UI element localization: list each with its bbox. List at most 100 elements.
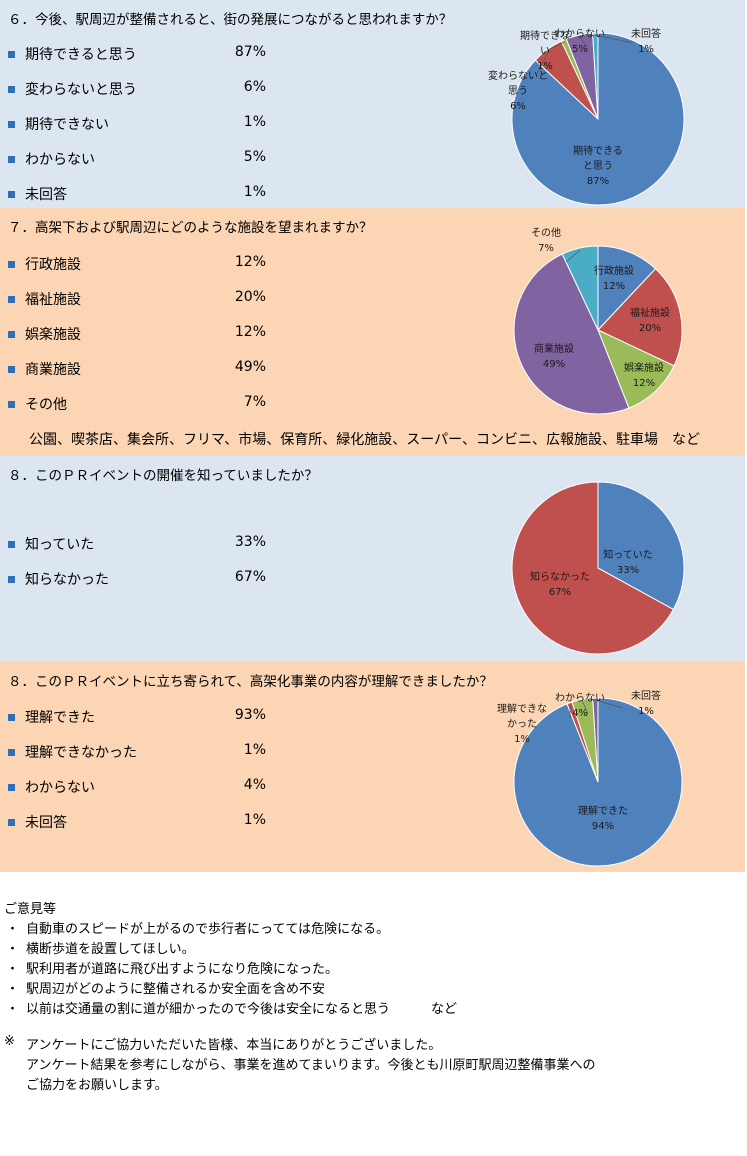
comments-heading: ご意見等 xyxy=(4,902,57,917)
answer-percent: 7% xyxy=(243,394,266,410)
slice-label: 未回答 1% xyxy=(631,27,661,55)
comments-suffix: など xyxy=(431,1002,458,1017)
comment-item: 駅周辺がどのように整備されるか安全面を含め不安 xyxy=(26,982,326,997)
pie-slice xyxy=(513,253,630,415)
answer-percent: 1% xyxy=(243,114,266,130)
question-title: ７．高架下および駅周辺にどのような施設を望まれますか？ xyxy=(8,220,373,236)
answer-label: 福祉施設 xyxy=(25,292,81,308)
answer-label: わからない xyxy=(25,152,95,168)
question-title: ６．今後、駅周辺が整備されると、街の発展につながると思われますか？ xyxy=(8,12,453,28)
slice-label: わからない 4% xyxy=(555,692,605,719)
answer-percent: 5% xyxy=(243,149,266,165)
slice-label: 商業施設 49% xyxy=(534,342,574,370)
comment-bullet: ・ xyxy=(6,1002,20,1017)
answer-label: 理解できた xyxy=(25,710,95,726)
answer-item: 期待できると思う 87% xyxy=(8,44,266,64)
answer-label: その他 xyxy=(25,397,67,413)
bullet-icon xyxy=(8,575,15,583)
slice-label: 知らなかった 67% xyxy=(530,570,590,598)
question-6-section: ６．今後、駅周辺が整備されると、街の発展につながると思われますか？ 期待できると… xyxy=(0,0,745,208)
slice-label: 知っていた 33% xyxy=(603,548,653,576)
comment-item: 以前は交通量の割に道が細かったので今後は安全になると思う xyxy=(26,1002,391,1017)
answer-label: 変わらないと思う xyxy=(25,82,137,98)
answer-item: 変わらないと思う 6% xyxy=(8,79,266,99)
answer-label: 未回答 xyxy=(25,815,67,831)
leader-line xyxy=(595,34,634,44)
answer-label: わからない xyxy=(25,780,95,796)
leader-line xyxy=(549,41,565,50)
answer-label: 娯楽施設 xyxy=(25,327,81,343)
answer-label: 未回答 xyxy=(25,187,67,203)
bullet-icon xyxy=(8,260,15,268)
question-8-awareness-section: ８．このＰＲイベントの開催を知っていましたか？ 知っていた 33% 知らなかった 6… xyxy=(0,456,745,662)
pie-slice xyxy=(597,329,675,409)
comment-bullet: ・ xyxy=(6,982,20,997)
answer-label: 期待できない xyxy=(25,117,109,133)
other-facilities-note: 公園、喫茶店、集会所、フリマ、市場、保育所、緑化施設、スーパー、コンビニ、広報施… xyxy=(29,432,701,448)
pie-chart-future-development: 期待できると思う 87% 変わらないと思う 6%期待できない 1%わからない 5% 未回答 1… xyxy=(488,27,685,206)
answer-label: 理解できなかった xyxy=(25,745,137,761)
slice-label: わからない 5% xyxy=(555,28,605,55)
question-7-section: ７．高架下および駅周辺にどのような施設を望まれますか？ 行政施設 12% 福祉施設… xyxy=(0,208,745,456)
question-title: ８．このＰＲイベントの開催を知っていましたか？ xyxy=(8,468,318,484)
answer-item: 福祉施設 20% xyxy=(8,289,266,309)
answer-percent: 1% xyxy=(243,184,266,200)
pie-slice xyxy=(592,697,599,783)
bullet-icon xyxy=(8,783,15,791)
answer-item: 未回答 1% xyxy=(8,812,266,832)
pie-chart-event-awareness: 知っていた 33% 知らなかった 67% xyxy=(511,481,685,655)
answer-label: 知らなかった xyxy=(25,572,109,588)
answer-label: 商業施設 xyxy=(25,362,81,378)
bullet-icon xyxy=(8,540,15,548)
answer-label: 行政施設 xyxy=(25,257,81,273)
bullet-icon xyxy=(8,400,15,408)
answer-item: 知っていた 33% xyxy=(8,534,266,554)
bullet-icon xyxy=(8,818,15,826)
answer-percent: 12% xyxy=(234,324,266,340)
answer-item: 知らなかった 67% xyxy=(8,569,266,589)
comment-bullet: ・ xyxy=(6,922,20,937)
answer-item: 理解できた 93% xyxy=(8,707,266,727)
answer-item: 行政施設 12% xyxy=(8,254,266,274)
answer-percent: 33% xyxy=(234,534,266,550)
comment-item: 駅利用者が道路に飛び出すようになり危険になった。 xyxy=(26,962,339,977)
bullet-icon xyxy=(8,713,15,721)
bullet-icon xyxy=(8,748,15,756)
answer-percent: 1% xyxy=(243,812,266,828)
bullet-icon xyxy=(8,365,15,373)
pie-slice xyxy=(561,245,599,331)
pie-chart-facilities: 行政施設 12% 福祉施設 20% 娯楽施設 12% 商業施設 49% その他 7% xyxy=(513,226,683,415)
comment-item: 横断歩道を設置してほしい。 xyxy=(26,942,195,957)
question-title: ８．このＰＲイベントに立ち寄られて、高架化事業の内容が理解できましたか？ xyxy=(8,674,493,690)
thanks-line: アンケートにご協力いただいた皆様、本当にありがとうございました。 xyxy=(26,1038,442,1053)
answer-percent: 67% xyxy=(234,569,266,585)
answer-item: 商業施設 49% xyxy=(8,359,266,379)
slice-label: 行政施設 12% xyxy=(594,264,634,292)
thanks-line: アンケート結果を参考にしながら、事業を進めてまいります。今後とも川原町駅周辺整備… xyxy=(26,1058,596,1073)
answer-item: 理解できなかった 1% xyxy=(8,742,266,762)
leader-line xyxy=(582,701,589,715)
pie-slice xyxy=(597,481,685,611)
answer-item: 期待できない 1% xyxy=(8,114,266,134)
slice-label: 理解できた 94% xyxy=(578,804,628,832)
answer-item: わからない 4% xyxy=(8,777,266,797)
comment-bullet: ・ xyxy=(6,942,20,957)
answer-percent: 87% xyxy=(234,44,266,60)
question-8-understanding-section: ８．このＰＲイベントに立ち寄られて、高架化事業の内容が理解できましたか？ 理解で… xyxy=(0,662,745,872)
bullet-icon xyxy=(8,85,15,93)
answer-item: その他 7% xyxy=(8,394,266,414)
comment-item: 自動車のスピードが上がるので歩行者にってては危険になる。 xyxy=(26,922,390,937)
answer-item: わからない 5% xyxy=(8,149,266,169)
slice-label: 福祉施設 20% xyxy=(630,306,670,334)
thanks-line: ご協力をお願いします。 xyxy=(26,1078,168,1093)
answer-percent: 20% xyxy=(234,289,266,305)
answer-percent: 12% xyxy=(234,254,266,270)
answer-percent: 4% xyxy=(243,777,266,793)
bullet-icon xyxy=(8,50,15,58)
answer-label: 期待できると思う xyxy=(25,47,137,63)
answer-percent: 49% xyxy=(234,359,266,375)
answer-percent: 6% xyxy=(243,79,266,95)
leader-line xyxy=(536,50,549,75)
pie-chart-understanding: 理解できた 94% 理解できなかった 1% わからない 4% 未回答 1% xyxy=(497,689,683,867)
leader-line xyxy=(595,699,624,709)
